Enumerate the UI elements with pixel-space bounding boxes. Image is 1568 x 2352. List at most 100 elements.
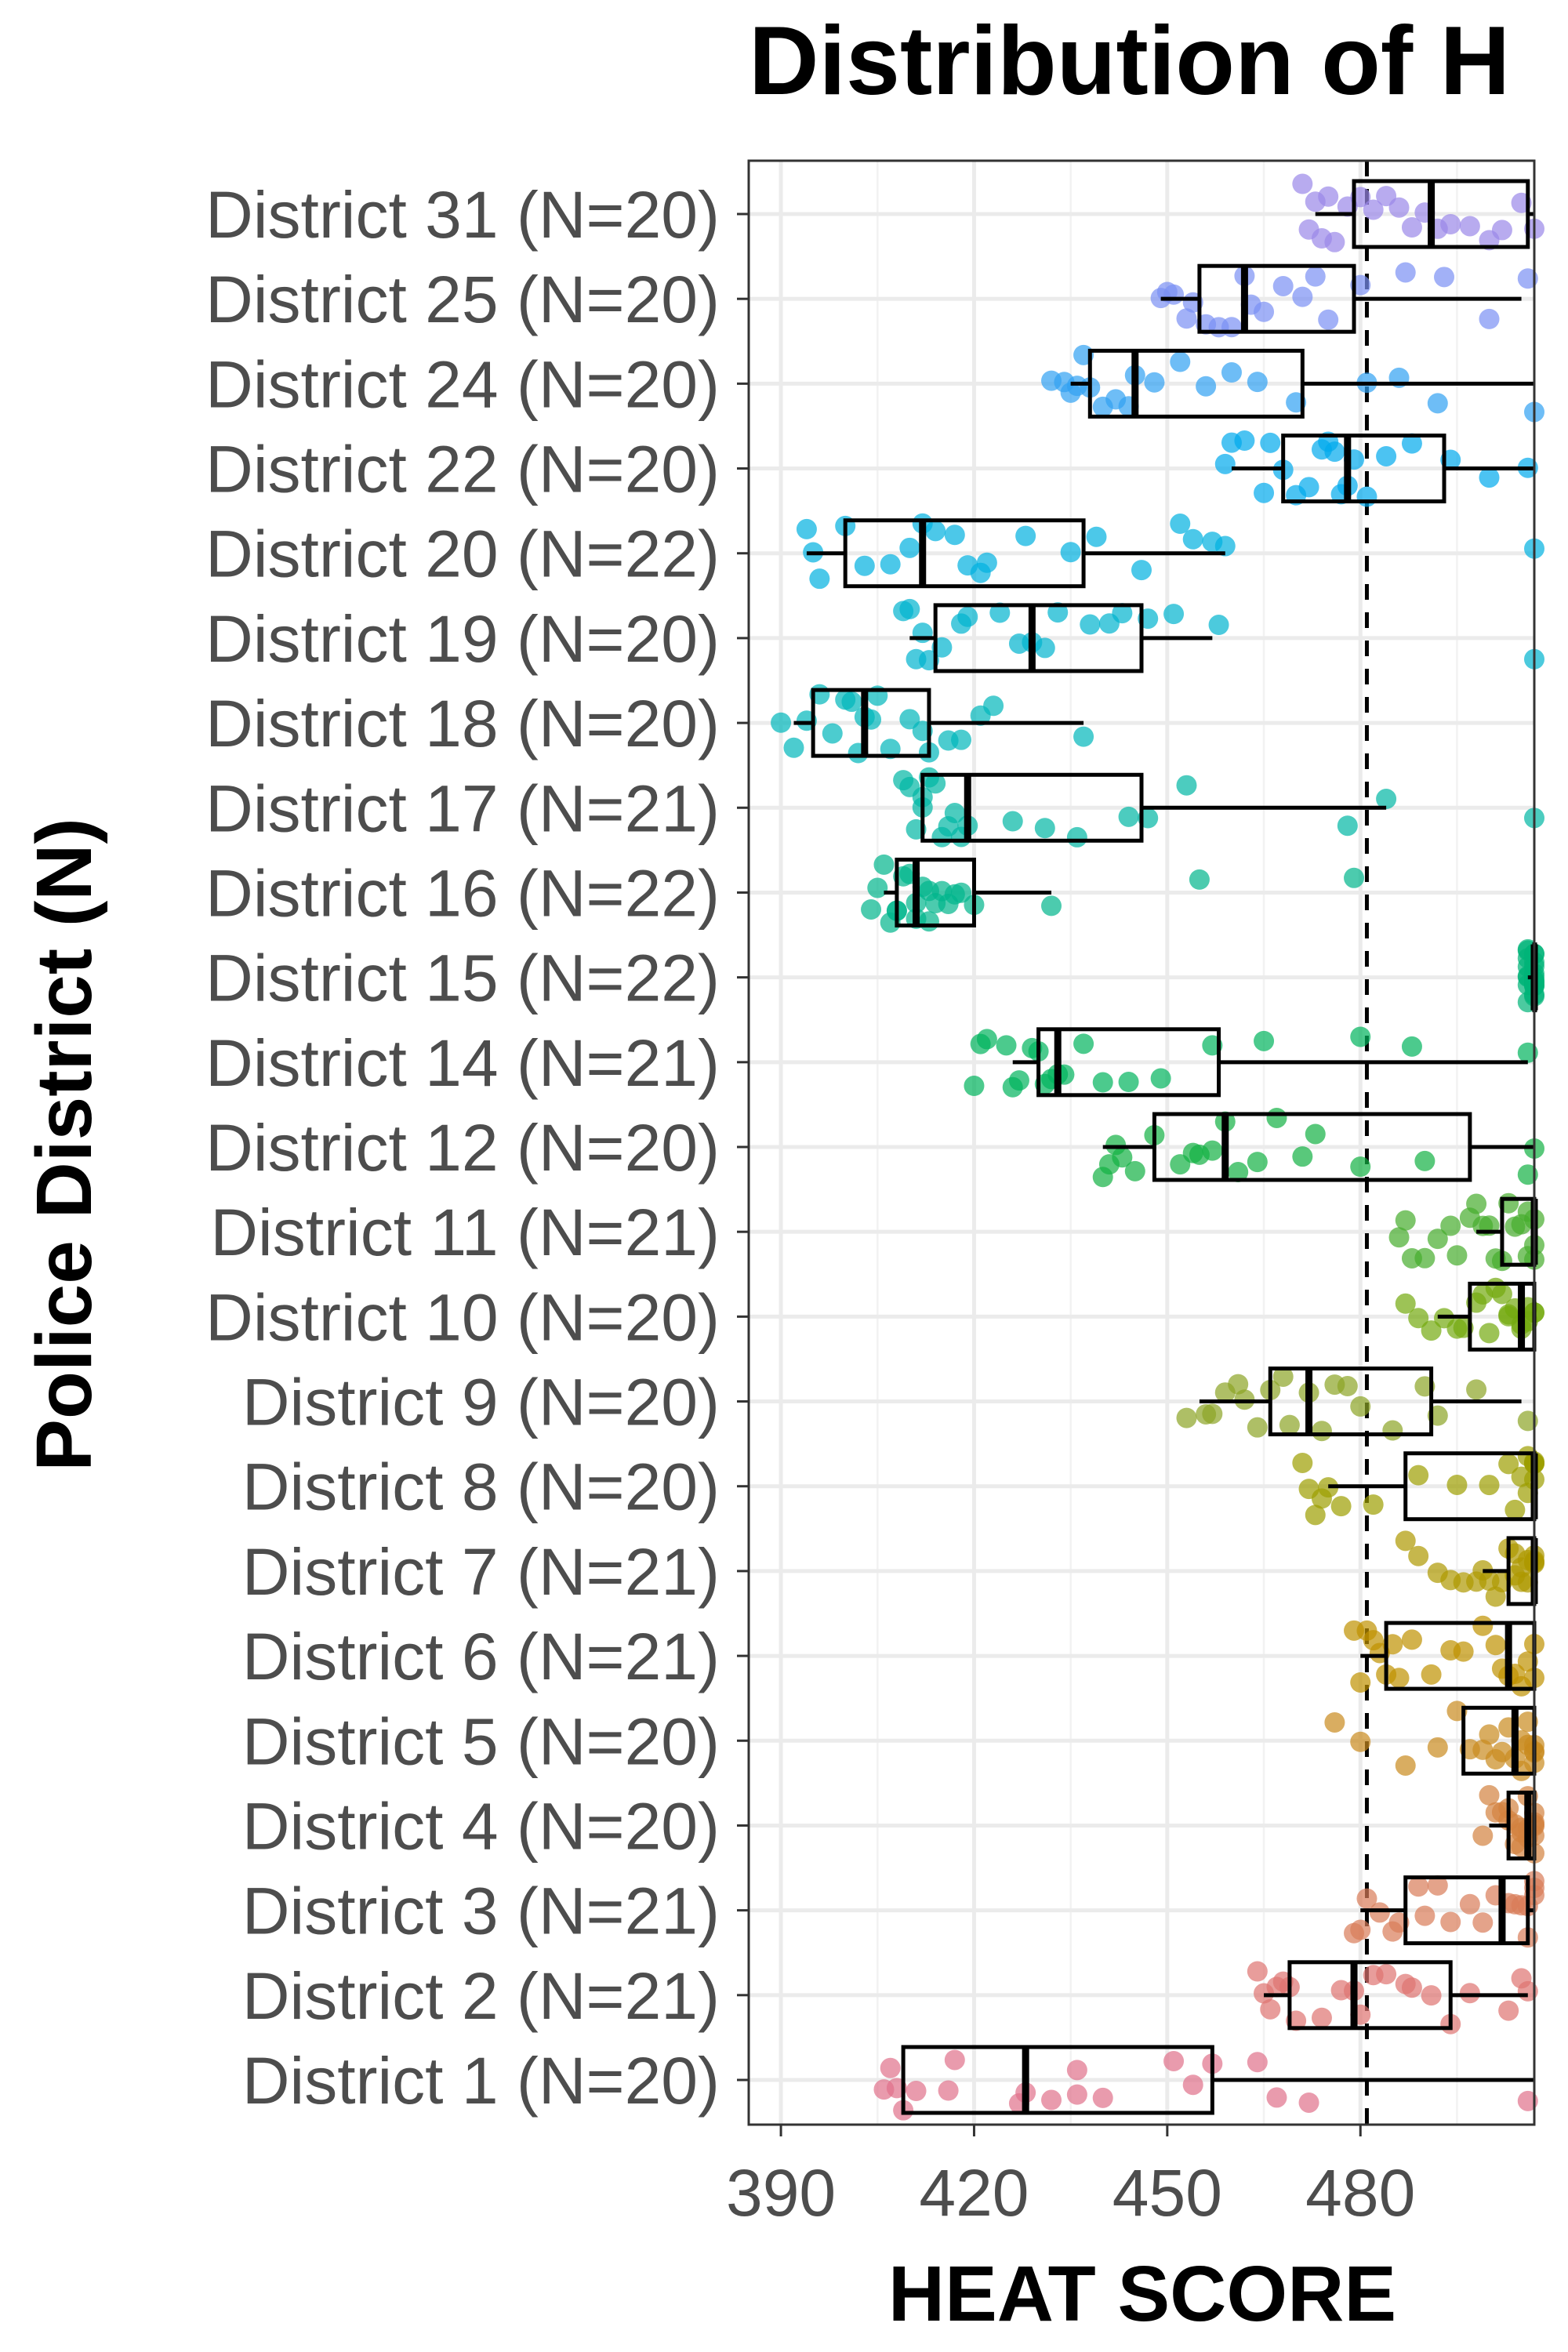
data-point bbox=[1092, 2087, 1113, 2108]
data-point bbox=[1066, 826, 1087, 848]
data-point bbox=[1202, 1403, 1223, 1425]
y-tick-label: District 8 (N=20) bbox=[242, 1450, 720, 1524]
data-point bbox=[1408, 1465, 1429, 1486]
data-point bbox=[964, 1076, 985, 1097]
data-point bbox=[1041, 2089, 1062, 2111]
data-point bbox=[1170, 351, 1191, 372]
data-point bbox=[1401, 1036, 1422, 1057]
data-point bbox=[1421, 1664, 1442, 1685]
data-point bbox=[1459, 1983, 1480, 2004]
data-point bbox=[1401, 217, 1422, 238]
data-point bbox=[1472, 1615, 1494, 1636]
plot-panel-border bbox=[747, 159, 1536, 2126]
box-13 bbox=[1012, 1027, 1528, 1098]
data-point bbox=[1401, 1629, 1422, 1650]
data-point bbox=[1150, 1068, 1171, 1089]
box-12 bbox=[1102, 1112, 1534, 1182]
y-axis-title: Police District (N) bbox=[20, 818, 108, 1472]
data-point bbox=[1350, 1919, 1371, 1940]
data-point bbox=[1517, 1410, 1538, 1432]
box-iqr bbox=[1036, 1027, 1221, 1098]
data-point bbox=[1066, 2084, 1087, 2105]
data-point bbox=[1311, 2007, 1332, 2028]
data-point bbox=[951, 882, 972, 903]
box-20 bbox=[1231, 434, 1534, 504]
data-point bbox=[1324, 441, 1345, 463]
data-point bbox=[1221, 362, 1242, 383]
data-point bbox=[906, 2080, 927, 2101]
data-point bbox=[1324, 1711, 1345, 1733]
data-point bbox=[1479, 308, 1500, 329]
data-point bbox=[880, 2057, 901, 2078]
data-point bbox=[1472, 1912, 1494, 1933]
data-point bbox=[1491, 220, 1512, 241]
data-point bbox=[1356, 486, 1377, 507]
data-point bbox=[996, 1035, 1017, 1056]
data-point bbox=[1112, 603, 1133, 624]
y-tick-label: District 6 (N=21) bbox=[242, 1620, 720, 1693]
data-point bbox=[989, 602, 1011, 623]
box-18 bbox=[909, 603, 1213, 673]
data-point bbox=[1266, 2087, 1287, 2108]
data-point bbox=[1247, 1152, 1268, 1173]
data-point bbox=[1479, 467, 1500, 488]
data-point bbox=[1092, 1072, 1113, 1093]
data-point bbox=[796, 518, 817, 539]
y-tick-label: District 17 (N=21) bbox=[205, 771, 720, 845]
data-point bbox=[1440, 1911, 1461, 1933]
y-tick-label: District 19 (N=20) bbox=[205, 602, 720, 676]
data-point bbox=[1408, 1876, 1429, 1897]
data-point bbox=[1479, 1323, 1500, 1344]
data-point bbox=[1305, 1123, 1326, 1145]
data-point bbox=[1479, 1784, 1500, 1806]
data-point bbox=[983, 695, 1004, 717]
data-point bbox=[1254, 1030, 1275, 1051]
data-point bbox=[1080, 614, 1101, 635]
y-tick-label: District 20 (N=22) bbox=[205, 517, 720, 591]
y-tick-label: District 12 (N=20) bbox=[205, 1111, 720, 1185]
data-point bbox=[1344, 867, 1365, 888]
data-point bbox=[1272, 1366, 1294, 1387]
data-point bbox=[1266, 1107, 1287, 1128]
data-point bbox=[1446, 1245, 1468, 1266]
data-point bbox=[1401, 433, 1422, 454]
data-point bbox=[1144, 372, 1165, 393]
data-point bbox=[880, 554, 901, 575]
data-point bbox=[867, 877, 888, 898]
data-point bbox=[1382, 1420, 1403, 1441]
box-iqr bbox=[843, 518, 1086, 589]
data-point bbox=[1459, 216, 1480, 237]
data-point bbox=[1479, 1475, 1500, 1496]
y-tick-label: District 24 (N=20) bbox=[205, 347, 720, 421]
data-point bbox=[1408, 1545, 1429, 1566]
data-point bbox=[1086, 526, 1107, 547]
data-point bbox=[1466, 1379, 1487, 1400]
box-iqr bbox=[1352, 179, 1530, 249]
data-point bbox=[1504, 1499, 1526, 1520]
x-tick-label: 420 bbox=[919, 2156, 1029, 2230]
y-axis-labels: District 1 (N=20) District 2 (N=21) Distri… bbox=[205, 178, 749, 2118]
data-point bbox=[1376, 445, 1397, 466]
data-point bbox=[1176, 308, 1197, 329]
data-point bbox=[1182, 2074, 1203, 2096]
data-point bbox=[1485, 1635, 1506, 1656]
data-point bbox=[957, 606, 978, 627]
data-point bbox=[1176, 1407, 1197, 1428]
data-point bbox=[1350, 1731, 1371, 1752]
data-point bbox=[1221, 317, 1242, 338]
data-point bbox=[1008, 1070, 1029, 1091]
x-tick-label: 450 bbox=[1112, 2156, 1222, 2230]
data-point bbox=[1131, 560, 1152, 581]
data-point bbox=[1421, 1985, 1442, 2006]
data-point bbox=[1427, 1229, 1448, 1250]
data-point bbox=[1350, 1156, 1371, 1178]
box-iqr bbox=[1281, 434, 1446, 504]
data-point bbox=[1208, 615, 1229, 636]
data-point bbox=[1466, 1193, 1487, 1214]
data-point bbox=[771, 712, 792, 733]
data-point bbox=[1388, 1227, 1410, 1248]
data-point bbox=[1318, 186, 1339, 207]
data-point bbox=[1247, 2052, 1268, 2073]
data-point bbox=[1214, 535, 1236, 557]
